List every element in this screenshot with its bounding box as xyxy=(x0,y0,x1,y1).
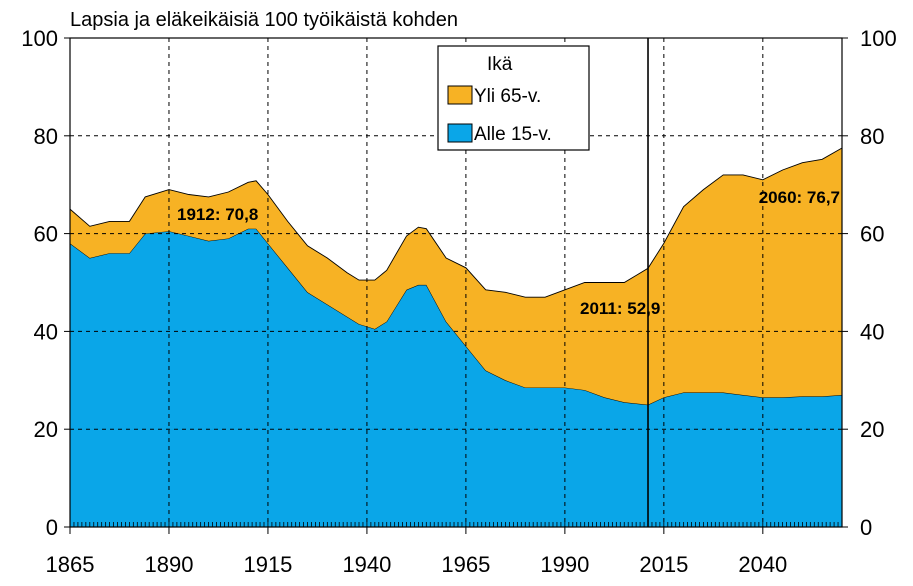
legend-label-alle-15: Alle 15-v. xyxy=(474,124,552,145)
x-tick-label: 1865 xyxy=(46,552,95,577)
chart-title: Lapsia ja eläkeikäisiä 100 työikäistä ko… xyxy=(70,9,458,31)
area-series-1 xyxy=(70,148,842,405)
x-tick-label: 1965 xyxy=(441,552,490,577)
x-tick-label: 2040 xyxy=(738,552,787,577)
legend-title: Ikä xyxy=(487,54,513,75)
legend-swatch-alle-15 xyxy=(447,123,473,143)
annotation-label: 1912: 70,8 xyxy=(177,205,258,224)
y-tick-label-right: 20 xyxy=(860,417,884,442)
annotation-label: 2060: 76,7 xyxy=(759,188,840,207)
legend: Ikä Yli 65-v. Alle 15-v. xyxy=(437,45,590,151)
legend-label-yli-65: Yli 65-v. xyxy=(474,86,541,107)
x-tick-label: 1940 xyxy=(342,552,391,577)
y-tick-label-left: 80 xyxy=(34,124,58,149)
x-tick-label: 1915 xyxy=(243,552,292,577)
y-axis-left-labels: 0 20 40 60 80 100 xyxy=(21,26,70,540)
y-tick-label-left: 40 xyxy=(34,319,58,344)
y-tick-label-right: 100 xyxy=(860,26,897,51)
area-edge-series-1 xyxy=(69,147,843,298)
annotation-label: 2011: 52,9 xyxy=(580,299,660,318)
x-tick-label: 1890 xyxy=(144,552,193,577)
y-axis-right-labels: 0 20 40 60 80 100 xyxy=(842,26,897,540)
x-minor-ticks xyxy=(69,522,843,527)
plot-frame xyxy=(69,37,843,528)
y-tick-label-left: 20 xyxy=(34,417,58,442)
stacked-areas xyxy=(69,147,843,527)
y-tick-label-right: 0 xyxy=(860,515,872,540)
y-tick-label-right: 40 xyxy=(860,319,884,344)
x-axis-labels: 1865 1890 1915 1940 1965 1990 2015 2040 xyxy=(46,527,787,577)
y-tick-label-left: 100 xyxy=(21,26,58,51)
x-tick-label: 2015 xyxy=(639,552,688,577)
y-tick-label-right: 60 xyxy=(860,222,884,247)
value-annotations: 1912: 70,8 2011: 52,9 2060: 76,7 xyxy=(177,188,840,318)
area-series-0 xyxy=(70,228,842,527)
y-tick-label-right: 80 xyxy=(860,124,884,149)
legend-swatch-yli-65 xyxy=(447,85,473,105)
y-tick-label-left: 0 xyxy=(46,515,58,540)
y-tick-label-left: 60 xyxy=(34,222,58,247)
x-tick-label: 1990 xyxy=(540,552,589,577)
